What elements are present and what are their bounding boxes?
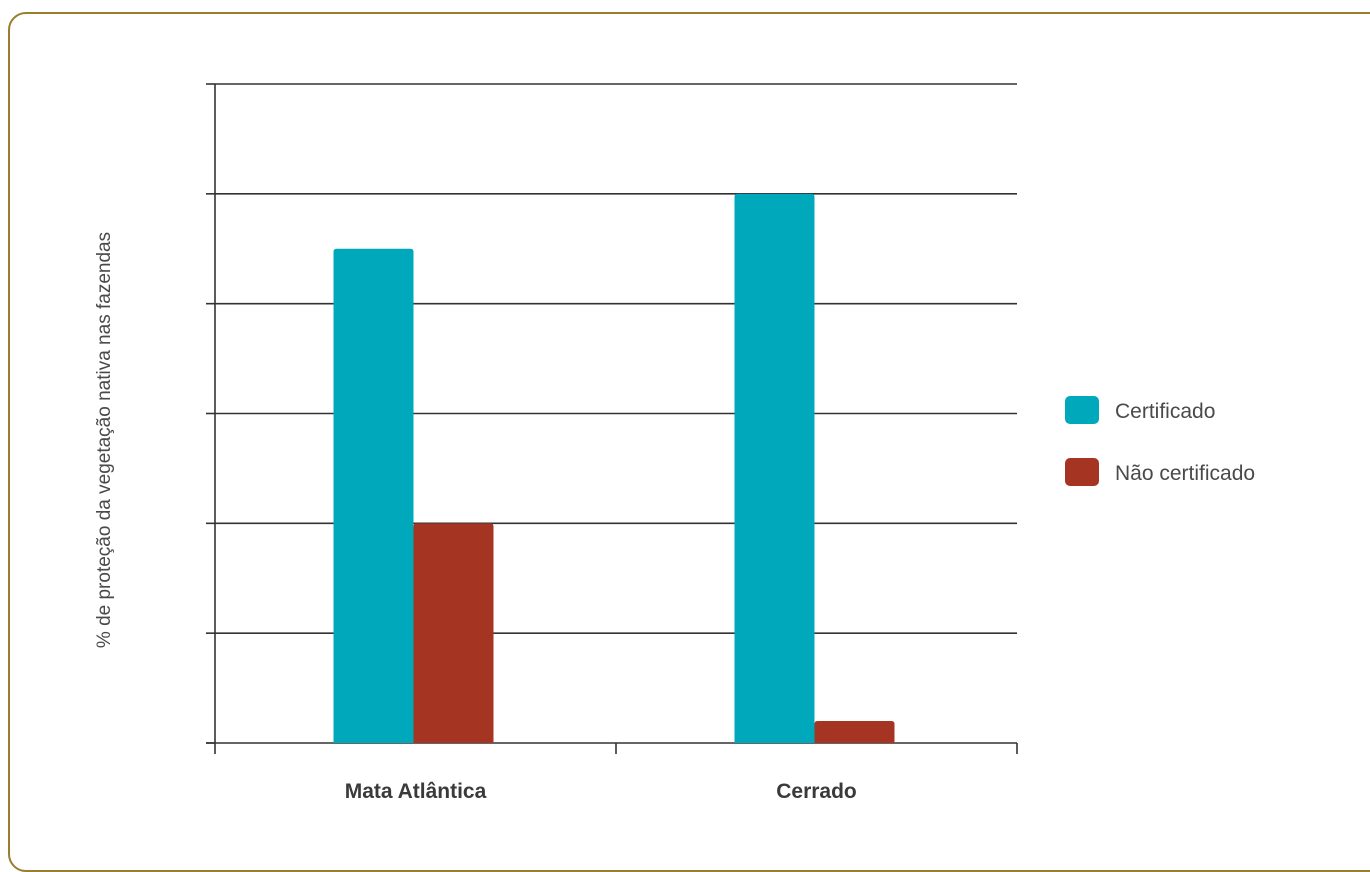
category-labels: Mata Atlântica Cerrado <box>345 780 857 803</box>
legend-label: Não certificado <box>1115 462 1255 485</box>
bar-certificado <box>333 248 414 743</box>
x-tick-label: Cerrado <box>776 780 857 803</box>
legend: Certificado Não certificado <box>1065 396 1255 486</box>
legend-swatch <box>1065 396 1099 424</box>
bar-não-certificado <box>413 523 494 743</box>
x-tick-label: Mata Atlântica <box>345 780 487 803</box>
y-axis-label: % de proteção da vegetação nativa nas fa… <box>94 232 115 648</box>
bar-certificado <box>734 193 815 744</box>
legend-swatch <box>1065 458 1099 486</box>
bar-não-certificado <box>814 721 895 743</box>
legend-label: Certificado <box>1115 400 1215 423</box>
axes <box>206 83 1018 754</box>
chart-frame <box>8 12 1370 872</box>
bars <box>333 193 895 744</box>
